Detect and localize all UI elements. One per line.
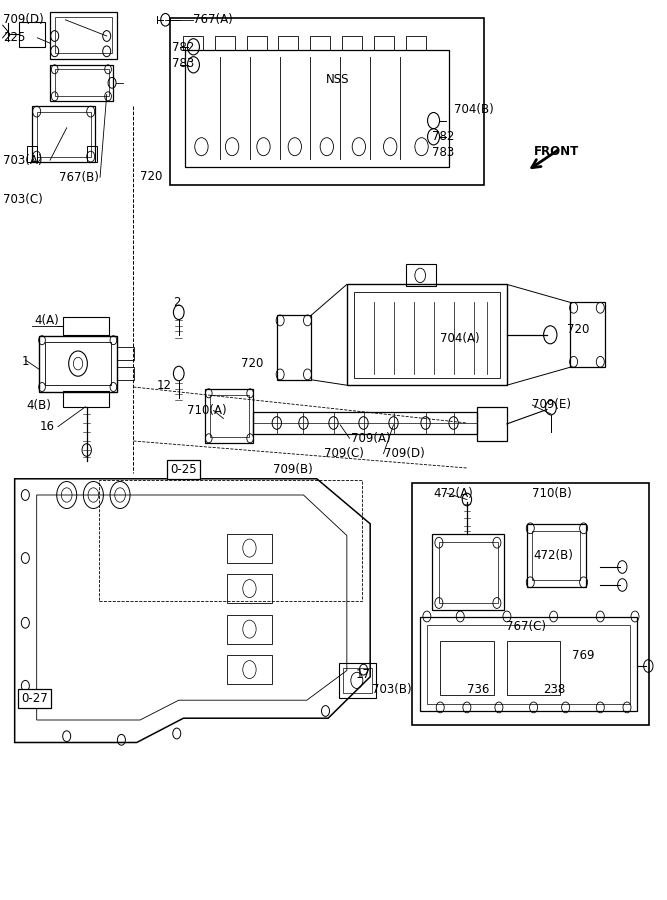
Bar xyxy=(477,407,507,441)
Text: 238: 238 xyxy=(544,683,566,696)
Text: 783: 783 xyxy=(432,147,454,159)
Text: 2: 2 xyxy=(173,296,181,309)
Text: 1: 1 xyxy=(21,356,29,368)
Text: 0-27: 0-27 xyxy=(21,692,48,705)
Text: 769: 769 xyxy=(572,649,595,662)
Bar xyxy=(278,36,298,50)
Text: 709(D): 709(D) xyxy=(384,447,424,460)
Bar xyxy=(50,65,113,101)
Bar xyxy=(117,367,134,380)
Text: 767(C): 767(C) xyxy=(506,620,546,633)
Text: 12: 12 xyxy=(157,379,171,392)
Bar xyxy=(439,542,498,603)
Bar xyxy=(37,112,91,157)
Text: 767(B): 767(B) xyxy=(59,171,99,184)
Circle shape xyxy=(82,444,91,456)
Bar xyxy=(183,36,203,50)
Text: 782: 782 xyxy=(432,130,455,143)
Text: 710(B): 710(B) xyxy=(532,487,572,500)
Bar xyxy=(374,36,394,50)
Text: 704(B): 704(B) xyxy=(454,104,494,116)
Bar xyxy=(412,483,649,724)
Text: 782: 782 xyxy=(172,41,195,54)
Bar xyxy=(63,392,109,407)
Text: 0-25: 0-25 xyxy=(170,464,197,476)
Bar xyxy=(32,106,95,162)
Text: 4(A): 4(A) xyxy=(35,314,59,327)
Text: 703(C): 703(C) xyxy=(3,194,43,206)
Bar xyxy=(227,615,272,644)
Text: 720: 720 xyxy=(241,357,264,370)
Text: 17: 17 xyxy=(356,669,370,681)
Bar xyxy=(55,69,109,96)
Text: 736: 736 xyxy=(467,683,490,696)
Text: 709(C): 709(C) xyxy=(324,447,364,460)
Text: 4(B): 4(B) xyxy=(27,400,51,412)
Bar xyxy=(343,668,372,693)
Bar xyxy=(45,342,111,385)
Text: 472(A): 472(A) xyxy=(434,487,474,500)
Text: 720: 720 xyxy=(567,323,590,336)
Bar xyxy=(253,412,477,434)
Bar xyxy=(406,264,436,286)
Bar xyxy=(39,336,117,392)
Bar xyxy=(347,284,507,385)
Text: 472(B): 472(B) xyxy=(534,549,574,562)
Bar xyxy=(420,616,637,711)
Bar xyxy=(339,663,376,698)
Bar xyxy=(87,146,97,162)
Text: 16: 16 xyxy=(40,420,55,433)
Text: 710(A): 710(A) xyxy=(187,404,226,417)
Text: 783: 783 xyxy=(172,58,194,70)
Bar xyxy=(227,534,272,562)
Text: NSS: NSS xyxy=(325,73,349,86)
Bar xyxy=(432,534,504,610)
Text: 703(A): 703(A) xyxy=(3,154,43,166)
Text: FRONT: FRONT xyxy=(534,145,579,158)
Bar xyxy=(117,347,134,360)
Bar xyxy=(354,292,500,378)
Bar xyxy=(527,524,586,587)
Bar xyxy=(170,18,484,184)
Text: 703(B): 703(B) xyxy=(372,683,412,696)
Bar xyxy=(532,531,580,580)
Bar xyxy=(27,146,37,162)
Bar xyxy=(55,17,112,53)
Bar xyxy=(310,36,330,50)
Bar xyxy=(185,50,449,166)
Bar xyxy=(440,641,494,695)
Bar xyxy=(63,317,109,335)
Bar xyxy=(247,36,267,50)
Bar xyxy=(50,12,117,58)
Bar xyxy=(342,36,362,50)
Bar xyxy=(227,574,272,603)
Text: 709(D): 709(D) xyxy=(3,14,44,26)
Bar xyxy=(99,480,362,601)
Bar xyxy=(570,302,605,367)
Text: 767(A): 767(A) xyxy=(193,14,233,26)
Text: 720: 720 xyxy=(140,170,163,183)
Bar xyxy=(215,36,235,50)
Bar xyxy=(277,315,311,380)
Text: 709(A): 709(A) xyxy=(351,432,390,445)
Bar xyxy=(205,389,253,443)
Bar xyxy=(210,395,249,436)
Bar xyxy=(406,36,426,50)
Bar xyxy=(427,625,630,704)
Bar xyxy=(19,22,45,47)
Text: 704(A): 704(A) xyxy=(440,332,480,345)
Text: 225: 225 xyxy=(3,32,26,44)
Text: 709(B): 709(B) xyxy=(273,464,313,476)
Text: 709(E): 709(E) xyxy=(532,399,571,411)
Bar xyxy=(227,655,272,684)
Bar xyxy=(507,641,560,695)
